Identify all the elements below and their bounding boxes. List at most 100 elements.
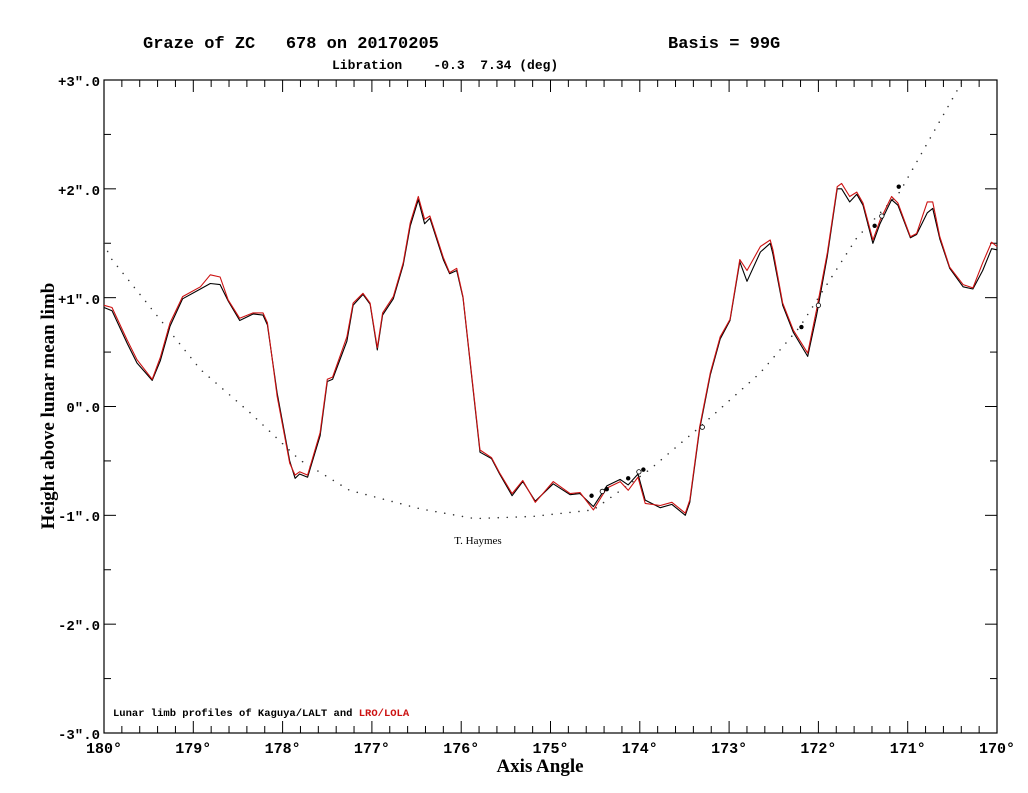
predicted-path-dot	[687, 435, 690, 438]
observation-open-dot	[599, 488, 605, 494]
kaguya-profile-line	[103, 188, 998, 516]
predicted-path-dot	[515, 516, 518, 518]
predicted-path-dot	[228, 394, 231, 396]
predicted-path-dot	[916, 160, 918, 163]
predicted-path-dot	[873, 218, 876, 220]
x-tick-label: 179°	[175, 741, 211, 758]
predicted-path-dot	[470, 517, 473, 519]
predicted-path-dot	[790, 335, 793, 338]
predicted-path-dot	[646, 470, 649, 472]
predicted-path-dot	[741, 387, 744, 390]
x-tick-label: 176°	[443, 741, 479, 758]
predicted-path-dot	[728, 399, 731, 402]
predicted-path-dot	[617, 491, 619, 493]
predicted-path-dot	[524, 515, 527, 518]
predicted-path-dot	[947, 105, 949, 108]
y-tick-label: +1".0	[58, 293, 100, 309]
predicted-path-dot	[951, 97, 954, 100]
predicted-path-dot	[356, 491, 359, 494]
predicted-path-dot	[106, 250, 109, 253]
predicted-path-dot	[960, 82, 963, 84]
predicted-path-dot	[850, 245, 853, 248]
predicted-path-dot	[347, 488, 350, 491]
predicted-path-dot	[235, 399, 238, 402]
predicted-path-dot	[560, 512, 562, 515]
lola-profile-line	[103, 182, 998, 514]
predicted-path-dot	[840, 260, 843, 263]
predicted-path-dot	[861, 231, 864, 233]
predicted-path-dot	[779, 349, 781, 351]
axis-ticks	[103, 79, 998, 734]
predicted-path-dot	[806, 313, 809, 316]
predicted-path-dot	[681, 441, 683, 444]
predicted-path-dot	[925, 144, 927, 147]
predicted-path-dot	[855, 237, 858, 240]
plot-frame	[103, 79, 998, 734]
predicted-path-dot	[184, 349, 186, 352]
predicted-path-dot	[103, 242, 105, 245]
predicted-path-dot	[222, 388, 224, 390]
predicted-path-dot	[497, 516, 500, 519]
predicted-path-dot	[610, 496, 612, 499]
predicted-path-dot	[542, 514, 544, 517]
predicted-path-dot	[144, 300, 147, 303]
predicted-path-dot	[578, 510, 580, 513]
predicted-path-dot	[365, 493, 367, 496]
x-tick-label: 177°	[354, 741, 390, 758]
predicted-path-dot	[602, 501, 605, 504]
predicted-path-dot	[911, 168, 914, 171]
y-tick-label: -1".0	[58, 510, 100, 526]
predicted-path-dot	[879, 211, 882, 214]
predicted-path-dot	[785, 342, 787, 344]
predicted-path-dot	[382, 498, 385, 500]
predicted-path-dot	[408, 505, 411, 507]
predicted-path-dot	[461, 515, 464, 518]
predicted-path-dot	[268, 430, 271, 433]
predicted-path-dot	[195, 363, 198, 366]
x-tick-label: 180°	[86, 741, 122, 758]
predicted-path-dot	[836, 268, 838, 270]
predicted-path-dot	[811, 306, 814, 308]
observation-filled-dot	[641, 467, 646, 472]
x-tick-label: 174°	[622, 741, 658, 758]
predicted-path-dot	[694, 429, 697, 432]
predicted-path-dot	[755, 375, 757, 378]
legend-kaguya: Lunar limb profiles of Kaguya/LALT and	[113, 708, 359, 720]
predicted-path-dot	[831, 275, 833, 278]
observation-filled-dot	[799, 324, 804, 330]
predicted-path-dot	[653, 464, 656, 467]
observation-markers	[589, 184, 901, 498]
predicted-path-dot	[639, 475, 641, 478]
predicted-path-dot	[708, 417, 710, 420]
predicted-path-dot	[660, 458, 663, 461]
y-tick-label: -3".0	[58, 728, 100, 744]
predicted-path-dot	[942, 113, 945, 116]
predicted-path-dot	[161, 321, 164, 324]
predicted-path-dot	[178, 342, 181, 345]
predicted-path-dot	[551, 513, 553, 516]
predicted-path-dot	[208, 376, 211, 378]
observation-filled-dot	[872, 223, 877, 229]
observation-filled-dot	[589, 493, 594, 498]
y-tick-label: +2".0	[58, 184, 100, 200]
predicted-path-dot	[262, 424, 264, 426]
y-tick-label: 0".0	[66, 401, 100, 417]
predicted-path-dot	[317, 470, 319, 472]
predicted-path-dot	[301, 460, 304, 463]
predicted-path-dot	[767, 362, 770, 365]
predicted-path-dot	[116, 265, 119, 268]
predicted-path-dot	[735, 393, 737, 396]
predicted-path-dot	[452, 514, 455, 516]
predicted-path-dot	[479, 517, 482, 520]
predicted-path-dot	[773, 355, 775, 358]
predicted-path-dot	[332, 479, 335, 482]
predicted-path-dot	[294, 455, 297, 457]
predicted-path-dot	[956, 90, 958, 92]
predicted-path-dot	[417, 507, 420, 510]
predicted-path-dot	[340, 484, 342, 486]
predicted-path-dot	[443, 512, 446, 515]
predicted-path-dot	[929, 137, 932, 139]
predicted-path-dot	[288, 449, 290, 451]
x-tick-label: 171°	[890, 741, 926, 758]
